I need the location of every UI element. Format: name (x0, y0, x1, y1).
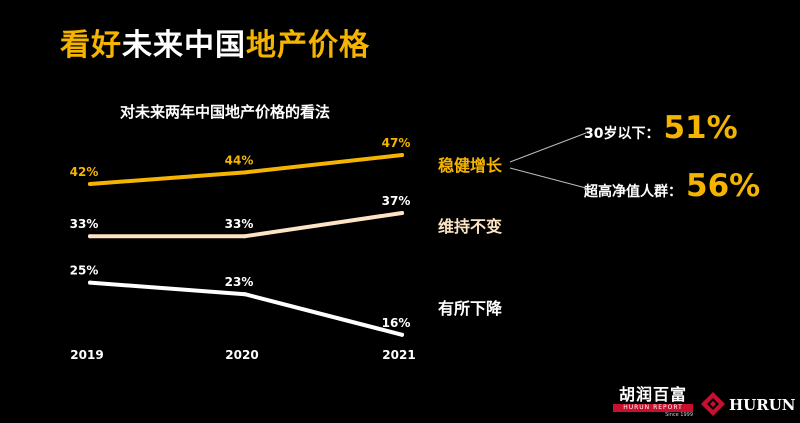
data-point-unchanged-2020 (243, 234, 247, 239)
callout-under-30-text: 30岁以下： (584, 126, 660, 142)
data-label-unchanged-2020: 33% (225, 217, 254, 231)
data-label-decline-2020: 23% (225, 275, 254, 289)
connector-line-uhnw (509, 167, 587, 189)
x-tick-label-2019: 2019 (70, 348, 103, 362)
callout-under-30-value: 51% (663, 110, 738, 146)
logo-en-text: HURUN REPORT (613, 404, 693, 412)
series-label-unchanged: 维持不变 (438, 217, 503, 236)
connector-line-under-30 (509, 132, 587, 163)
data-label-steady-growth-2019: 42% (70, 165, 99, 179)
data-point-steady-growth-2021 (400, 153, 404, 157)
hurun-diamond-icon (701, 392, 725, 416)
data-point-decline-2019 (88, 280, 92, 285)
series-line-decline (88, 280, 404, 337)
data-label-unchanged-2019: 33% (70, 217, 99, 231)
data-label-steady-growth-2020: 44% (225, 153, 254, 167)
data-point-unchanged-2021 (400, 211, 404, 215)
data-point-decline-2021 (400, 332, 404, 337)
data-label-unchanged-2021: 37% (382, 194, 411, 208)
hurun-report-logo: 胡润百富 HURUN REPORT Since 1999 (613, 386, 693, 418)
title-part-2: 未来中国 (122, 28, 246, 63)
series-label-decline: 有所下降 (438, 299, 503, 318)
logo-cn-text: 胡润百富 (618, 385, 687, 404)
title-part-1: 看好 (60, 28, 122, 63)
x-tick-label-2021: 2021 (382, 348, 415, 362)
data-point-steady-growth-2019 (88, 182, 92, 186)
page-title: 看好未来中国地产价格 (60, 20, 370, 64)
hurun-brand-text: HURUN (729, 396, 796, 414)
data-point-decline-2020 (243, 292, 247, 297)
data-point-unchanged-2019 (88, 234, 92, 239)
data-point-steady-growth-2020 (243, 170, 247, 175)
chart-title: 对未来两年中国地产价格的看法 (120, 103, 331, 121)
callout-uhnw: 超高净值人群： 56% (584, 168, 760, 204)
data-label-decline-2019: 25% (70, 264, 99, 278)
x-tick-label-2020: 2020 (225, 348, 258, 362)
callout-uhnw-text: 超高净值人群： (584, 184, 682, 200)
title-part-3: 地产价格 (246, 28, 370, 63)
logo-since-text: Since 1999 (665, 412, 693, 418)
callout-under-30: 30岁以下： 51% (584, 110, 738, 146)
series-label-steady-growth: 稳健增长 (438, 156, 503, 175)
callout-uhnw-value: 56% (686, 168, 761, 204)
data-label-decline-2021: 16% (382, 316, 411, 330)
data-label-steady-growth-2021: 47% (382, 136, 411, 150)
